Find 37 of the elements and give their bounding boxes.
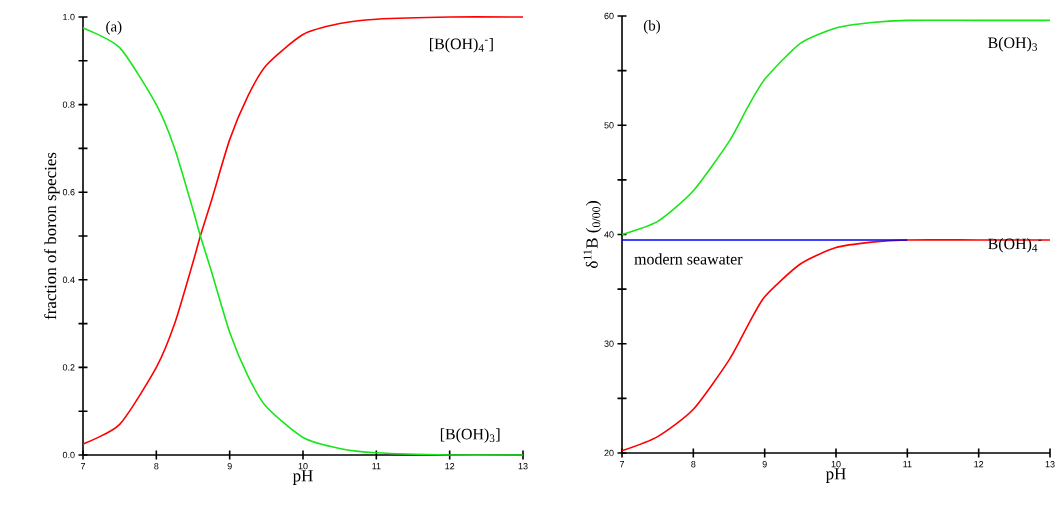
x-tick-label: 11 xyxy=(372,463,381,470)
y-tick-label: 50 xyxy=(604,122,614,129)
x-tick-label: 7 xyxy=(80,463,86,470)
x-tick-label: 7 xyxy=(619,461,625,468)
x-tick-label: 10 xyxy=(298,463,308,470)
x-tick-label: 11 xyxy=(903,461,912,468)
x-tick-label: 9 xyxy=(762,461,767,468)
y-tick-label: 20 xyxy=(604,449,614,457)
y-tick-label: 0.2 xyxy=(62,364,75,371)
y-tick-label: 0.0 xyxy=(62,451,75,459)
x-tick-label: 10 xyxy=(831,461,841,468)
y-tick-label: 0.6 xyxy=(62,189,75,196)
line-series xyxy=(621,19,1051,236)
y-tick-label: 0.8 xyxy=(62,101,75,108)
series-label: [B(OH)$_{3}$] xyxy=(440,428,500,443)
series-label: modern seawater xyxy=(634,253,743,265)
x-tick-label: 13 xyxy=(518,463,528,470)
x-tick-label: 8 xyxy=(691,461,696,468)
x-axis-title: pH xyxy=(825,468,846,483)
series-label: [B(OH)$_{4}$$^{-}$] xyxy=(430,38,493,53)
y-tick-label: 1.0 xyxy=(63,13,75,21)
y-axis-title: δ$^{11}$B ($_{0/00}$) xyxy=(583,201,602,268)
y-tick-label: 60 xyxy=(604,12,614,20)
series-label: B(OH)$_{4}$- xyxy=(988,238,1042,253)
x-axis-title: pH xyxy=(292,470,313,485)
chart-title: (a) xyxy=(106,21,122,35)
series-label: B(OH)$_{3}$ xyxy=(988,36,1037,52)
x-tick-label: 12 xyxy=(445,463,455,470)
x-tick-label: 12 xyxy=(974,461,984,468)
x-tick-label: 9 xyxy=(227,463,232,470)
x-tick-label: 8 xyxy=(154,463,159,470)
y-axis-title: fraction of boron species xyxy=(44,152,60,320)
y-tick-label: 0.4 xyxy=(62,276,75,283)
chart-title: (b) xyxy=(643,20,661,34)
y-tick-label: 40 xyxy=(604,231,614,238)
x-tick-label: 13 xyxy=(1045,461,1055,468)
y-tick-label: 30 xyxy=(604,340,614,347)
